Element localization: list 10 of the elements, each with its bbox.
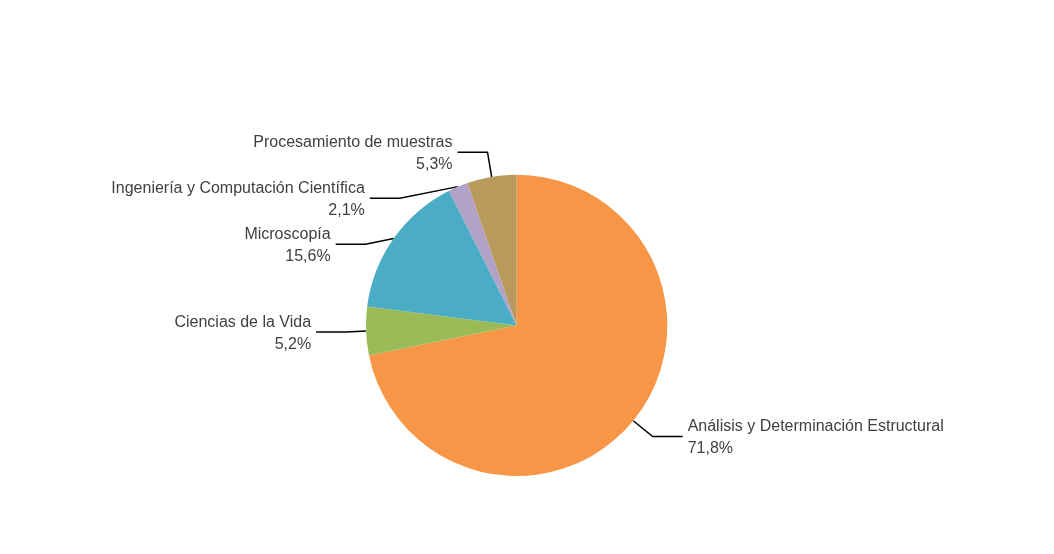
data-label: 2,1% — [328, 200, 365, 218]
slice-label: Análisis y Determinación Estructural — [687, 417, 944, 435]
slice-label: Procesamiento de muestras — [253, 132, 453, 150]
data-label: 15,6% — [285, 246, 331, 264]
data-label: 5,2% — [274, 334, 312, 352]
slice-label: Ciencias de la Vida — [174, 312, 312, 330]
slice-label: Microscopía — [244, 224, 331, 242]
slice-label: Ingeniería y Computación Científica — [111, 178, 365, 196]
data-label: 5,3% — [416, 154, 453, 172]
data-label: 71,8% — [687, 439, 734, 457]
